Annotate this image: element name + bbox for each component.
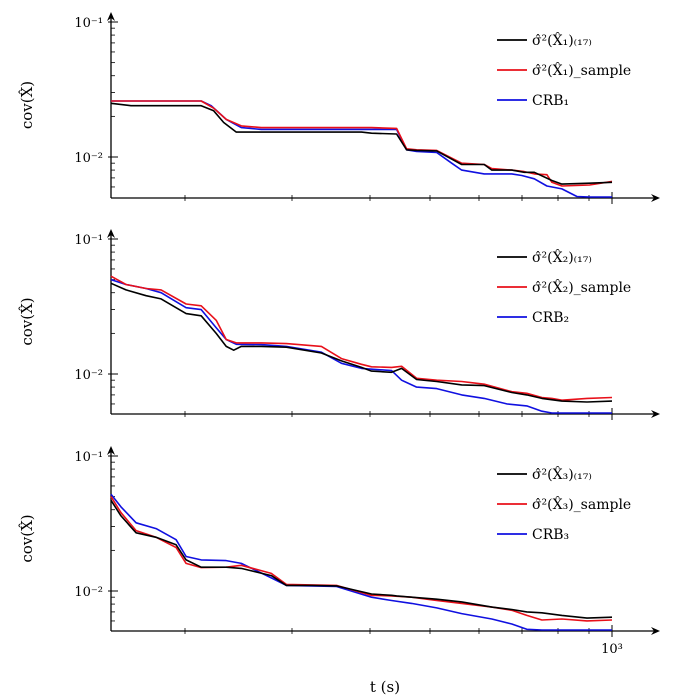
series-line-blue <box>110 278 612 414</box>
series-line-black <box>110 282 613 403</box>
legend-label: σ̂²(X̂₁)_sample <box>532 61 631 79</box>
x-axis-arrow <box>651 627 660 635</box>
y-tick-label: 10⁻² <box>74 151 103 166</box>
panel-1: 10⁻¹ 10⁻² cov(X̂) σ̂²(X̂₁)₍₁₇₎ σ̂²(X̂₁)_samp… <box>18 12 660 204</box>
legend: σ̂²(X̂₁)₍₁₇₎ σ̂²(X̂₁)_sample CRB₁ <box>497 31 631 109</box>
x-axis-arrow <box>651 194 660 202</box>
series-line-blue <box>111 100 612 198</box>
y-tick-label: 10⁻¹ <box>74 450 103 465</box>
x-tick-label: 10³ <box>601 642 623 657</box>
x-axis-label: t (s) <box>370 678 400 696</box>
y-axis-label: cov(X̂) <box>18 297 36 345</box>
legend: σ̂²(X̂₂)₍₁₇₎ σ̂²(X̂₂)_sample CRB₂ <box>497 248 631 326</box>
y-axis-label: cov(X̂) <box>18 81 36 129</box>
legend-label: CRB₃ <box>532 527 569 543</box>
series-line-black <box>110 499 613 619</box>
y-tick-label: 10⁻¹ <box>74 233 103 248</box>
legend-label: σ̂²(X̂₃)_sample <box>532 495 631 513</box>
series-line-red <box>110 275 613 402</box>
legend-label: σ̂²(X̂₂)₍₁₇₎ <box>532 248 592 266</box>
legend-label: CRB₂ <box>532 310 569 326</box>
legend-label: CRB₁ <box>532 93 569 109</box>
y-axis-arrow <box>107 446 115 455</box>
y-axis-label: cov(X̂) <box>18 514 36 562</box>
y-tick-label: 10⁻² <box>74 368 103 383</box>
y-tick-label: 10⁻¹ <box>74 16 103 31</box>
panel-2: 10⁻¹ 10⁻² cov(X̂) σ̂²(X̂₂)₍₁₇₎ σ̂²(X̂₂)_samp… <box>18 229 660 420</box>
legend-label: σ̂²(X̂₁)₍₁₇₎ <box>532 31 592 49</box>
y-axis-arrow <box>107 229 115 238</box>
legend-label: σ̂²(X̂₃)₍₁₇₎ <box>532 465 592 483</box>
series-line-black <box>110 102 613 185</box>
legend: σ̂²(X̂₃)₍₁₇₎ σ̂²(X̂₃)_sample CRB₃ <box>497 465 631 543</box>
panel-3: 10⁻¹ 10⁻² cov(X̂) σ̂²(X̂₃)₍₁₇₎ σ̂²(X̂₃)_samp… <box>18 446 660 696</box>
x-axis-arrow <box>651 410 660 418</box>
y-axis-arrow <box>107 12 115 21</box>
y-tick-label: 10⁻² <box>74 585 103 600</box>
legend-label: σ̂²(X̂₂)_sample <box>532 278 631 296</box>
